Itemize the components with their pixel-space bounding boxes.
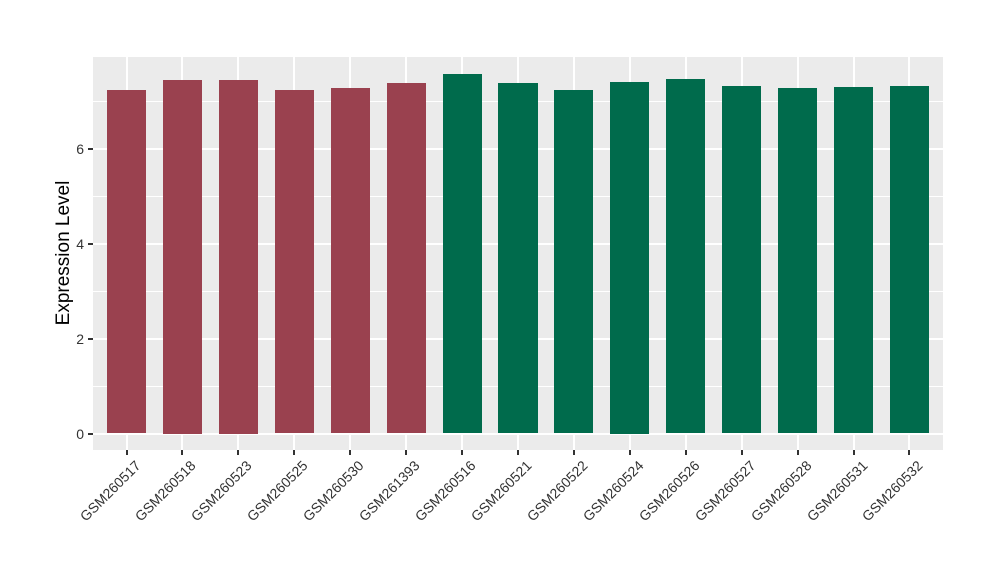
x-tick-label: GSM260526 <box>635 457 703 525</box>
x-tick-mark <box>517 450 519 455</box>
bar-GSM260521 <box>498 83 538 434</box>
bar-GSM261393 <box>386 82 426 434</box>
y-tick-mark <box>88 147 93 150</box>
x-tick-label: GSM260532 <box>859 457 927 525</box>
x-tick-label: GSM260523 <box>188 457 255 525</box>
x-tick-mark <box>125 450 128 455</box>
x-tick-label: GSM261393 <box>355 457 423 525</box>
bar-GSM260518 <box>162 79 203 434</box>
bar-GSM260526 <box>666 78 706 434</box>
x-tick-label: GSM260524 <box>579 457 647 525</box>
x-tick-label: GSM260516 <box>411 457 479 525</box>
x-tick-mark <box>405 450 408 455</box>
x-tick-mark <box>740 450 743 455</box>
bar-GSM260523 <box>218 79 258 434</box>
bar-GSM260528 <box>778 87 818 434</box>
bar-GSM260517 <box>106 89 147 434</box>
x-tick-mark <box>237 450 240 455</box>
bar-GSM260530 <box>330 87 370 434</box>
bar-GSM260524 <box>610 82 650 434</box>
x-tick-mark <box>684 450 687 455</box>
x-tick-label: GSM260528 <box>747 457 815 525</box>
x-tick-label: GSM260518 <box>132 457 200 525</box>
x-tick-mark <box>908 450 911 455</box>
x-tick-label: GSM260522 <box>523 457 591 525</box>
x-tick-mark <box>572 450 575 455</box>
y-tick-label: 0 <box>76 425 84 442</box>
bar-GSM260527 <box>722 85 762 434</box>
x-tick-label: GSM260527 <box>691 457 759 525</box>
y-tick-mark <box>88 242 93 245</box>
bar-GSM260525 <box>274 89 314 434</box>
y-tick-mark <box>88 337 93 340</box>
x-tick-mark <box>628 450 631 455</box>
x-tick-label: GSM260530 <box>299 457 367 525</box>
plot-panel <box>93 57 943 450</box>
y-tick-label: 6 <box>76 140 84 157</box>
y-tick-mark <box>88 432 93 435</box>
x-tick-label: GSM260517 <box>76 457 144 525</box>
x-tick-mark <box>181 450 184 455</box>
y-axis-title: Expression Level <box>53 180 74 326</box>
bar-GSM260532 <box>889 85 930 434</box>
x-tick-mark <box>349 450 352 455</box>
bar-GSM260522 <box>554 89 594 434</box>
x-tick-label: GSM260521 <box>467 457 535 525</box>
y-tick-label: 2 <box>76 330 84 347</box>
x-tick-label: GSM260531 <box>803 457 871 525</box>
y-tick-label: 4 <box>76 235 84 252</box>
bar-GSM260516 <box>442 74 482 434</box>
x-tick-mark <box>293 450 296 455</box>
x-tick-label: GSM260525 <box>244 457 311 525</box>
bar-GSM260531 <box>833 87 874 434</box>
x-tick-mark <box>796 450 799 455</box>
x-tick-mark <box>461 450 464 455</box>
x-tick-mark <box>852 450 855 455</box>
